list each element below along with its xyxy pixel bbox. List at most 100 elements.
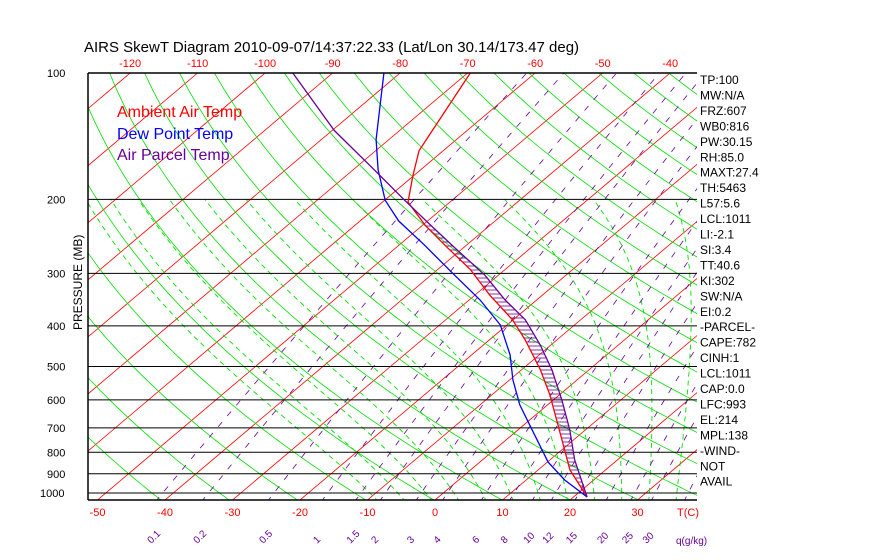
cape-hatch-area — [424, 224, 588, 497]
legend-dewpoint: Dew Point Temp — [117, 126, 233, 143]
isotherm-line — [88, 73, 131, 110]
dry-adiabat-line — [179, 73, 697, 496]
pressure-tick-label: 400 — [47, 321, 65, 333]
moist-adiabat-line — [352, 199, 568, 500]
index-item: EL:214 — [700, 413, 738, 427]
pressure-tick-label: 100 — [47, 68, 65, 80]
isotherm-line — [501, 335, 697, 500]
dry-adiabat-line — [109, 73, 572, 500]
bottom-temp-label: -20 — [292, 507, 308, 519]
dry-adiabat-line — [88, 252, 367, 500]
profiles — [292, 73, 588, 498]
dry-adiabat-line — [283, 73, 697, 403]
isotherm-line — [88, 73, 401, 338]
dry-adiabat-line — [668, 73, 697, 95]
index-item: -PARCEL- — [700, 320, 755, 334]
index-item: LFC:993 — [700, 397, 746, 411]
top-temp-label: -80 — [392, 58, 408, 70]
mixing-ratio-line — [532, 247, 697, 500]
index-item: TP:100 — [700, 73, 739, 87]
pressure-tick-label: 600 — [47, 395, 65, 407]
bottom-temp-label: 10 — [496, 507, 508, 519]
mixing-ratio-label: 1 — [311, 534, 323, 546]
mixing-ratio-line — [355, 73, 687, 500]
index-item: EI:0.2 — [700, 305, 732, 319]
isotherm-line — [88, 73, 198, 167]
index-item: AVAIL — [700, 475, 733, 489]
index-item: CAP:0.0 — [700, 382, 745, 396]
dry-adiabat-line — [88, 436, 162, 500]
mixing-ratio-line — [442, 145, 697, 500]
isotherm-line — [164, 73, 671, 500]
top-temp-label: -40 — [662, 58, 678, 70]
y-axis-label: PRESSURE (MB) — [71, 235, 85, 330]
isotherm-line — [88, 73, 333, 281]
mixing-ratio-line — [321, 73, 660, 500]
index-item: SW:N/A — [700, 289, 742, 303]
moist-adiabat-line — [592, 199, 653, 500]
mixing-ratio-unit-label: q(g/kg) — [676, 536, 707, 547]
pressure-tick-label: 200 — [47, 194, 65, 206]
bottom-temp-label: 30 — [631, 507, 643, 519]
pressure-tick-label: 1000 — [40, 488, 64, 500]
mixing-ratio-label: 15 — [564, 530, 580, 546]
grid-lines — [0, 73, 870, 502]
top-temp-label: -90 — [325, 58, 341, 70]
profile-air-parcel-temp — [292, 73, 588, 498]
mixing-ratio-label: 8 — [499, 534, 511, 546]
index-item: MAXT:27.4 — [700, 166, 759, 180]
pressure-tick-label: 300 — [47, 268, 65, 280]
dry-adiabat-line — [739, 73, 870, 502]
index-item: WB0:816 — [700, 119, 750, 133]
index-item: LI:-2.1 — [700, 228, 734, 242]
isotherm-line — [0, 73, 63, 502]
mixing-ratio-line — [268, 73, 617, 500]
chart-title: AIRS SkewT Diagram 2010-09-07/14:37:22.3… — [84, 39, 579, 56]
moist-adiabat-line — [88, 202, 378, 500]
index-item: SI:3.4 — [700, 243, 732, 257]
bottom-temp-label: -10 — [360, 507, 376, 519]
index-item: MPL:138 — [700, 428, 748, 442]
top-temp-label: -70 — [460, 58, 476, 70]
dry-adiabat-line — [88, 315, 299, 500]
profile-dew-point-temp — [375, 73, 588, 498]
top-temp-label: -100 — [254, 58, 276, 70]
isotherm-line — [770, 73, 870, 502]
dry-adiabat-line — [353, 73, 697, 344]
mixing-ratio-label: 20 — [596, 530, 612, 546]
pressure-tick-label: 500 — [47, 362, 65, 374]
dry-adiabat-line — [88, 183, 435, 500]
dry-adiabat-line — [88, 377, 230, 500]
index-item: L57:5.6 — [700, 197, 740, 211]
bottom-temp-label: 20 — [564, 507, 576, 519]
isotherm-line — [88, 73, 468, 395]
mixing-ratio-line — [630, 383, 697, 500]
moist-adiabat-line — [169, 199, 460, 500]
pressure-tick-label: 900 — [47, 469, 65, 481]
mixing-ratio-label: 12 — [541, 530, 557, 546]
index-item: KI:302 — [700, 274, 735, 288]
index-item: TH:5463 — [700, 181, 746, 195]
moist-adiabat-line — [110, 199, 405, 500]
mixing-ratio-line — [202, 73, 565, 500]
isotherm-line — [96, 73, 603, 500]
legend: Ambient Air Temp Dew Point Temp Air Parc… — [117, 104, 242, 164]
index-item: MW:N/A — [700, 88, 744, 102]
top-temp-label: -60 — [527, 58, 543, 70]
mixing-ratio-label: 6 — [471, 534, 483, 546]
bottom-temp-label: 0 — [432, 507, 438, 519]
dry-adiabat-line — [214, 73, 697, 464]
legend-ambient: Ambient Air Temp — [117, 104, 242, 121]
index-item: TT:40.6 — [700, 258, 740, 272]
isotherm-line — [366, 220, 697, 500]
isotherm-line — [88, 73, 536, 452]
mixing-ratio-label: 1.5 — [345, 528, 363, 546]
index-item: FRZ:607 — [700, 104, 747, 118]
mixing-ratio-label: 0.5 — [257, 528, 275, 546]
index-item: LCL:1011 — [700, 367, 751, 381]
index-item: -WIND- — [700, 444, 740, 458]
moist-adiabat-line — [504, 199, 623, 500]
dry-adiabat-line — [388, 73, 697, 315]
index-item: CINH:1 — [700, 351, 740, 365]
